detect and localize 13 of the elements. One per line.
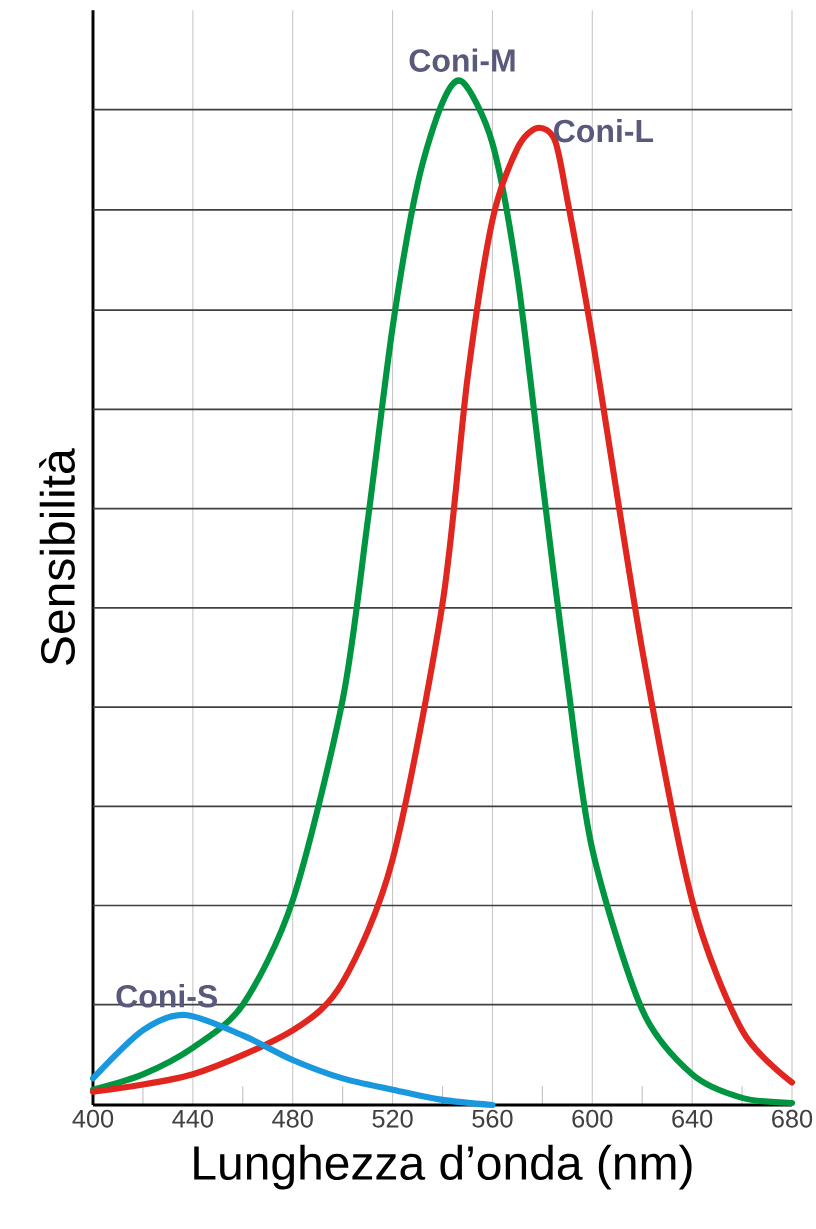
x-tick-label: 520 — [372, 1109, 413, 1128]
x-tick-label: 480 — [272, 1109, 313, 1128]
x-tick-label: 440 — [172, 1109, 213, 1128]
x-axis-title: Lunghezza d’onda (nm) — [194, 1144, 692, 1190]
series-label: Coni-M — [409, 48, 515, 72]
x-tick-label: 680 — [772, 1109, 813, 1128]
series-label: Coni-S — [116, 984, 218, 1008]
series-label: Coni-L — [554, 118, 654, 143]
x-tick-label: 600 — [572, 1109, 613, 1128]
x-tick-label: 400 — [72, 1109, 114, 1128]
x-tick-label: 560 — [472, 1109, 513, 1128]
y-axis-title: Sensibilità — [39, 448, 75, 665]
x-tick-label: 640 — [672, 1109, 713, 1128]
